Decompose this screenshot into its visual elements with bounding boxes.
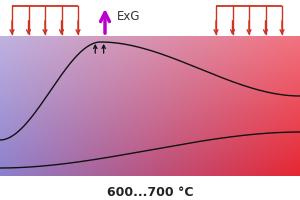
Text: ExG: ExG — [117, 10, 140, 23]
Text: 600...700 °C: 600...700 °C — [107, 186, 193, 198]
